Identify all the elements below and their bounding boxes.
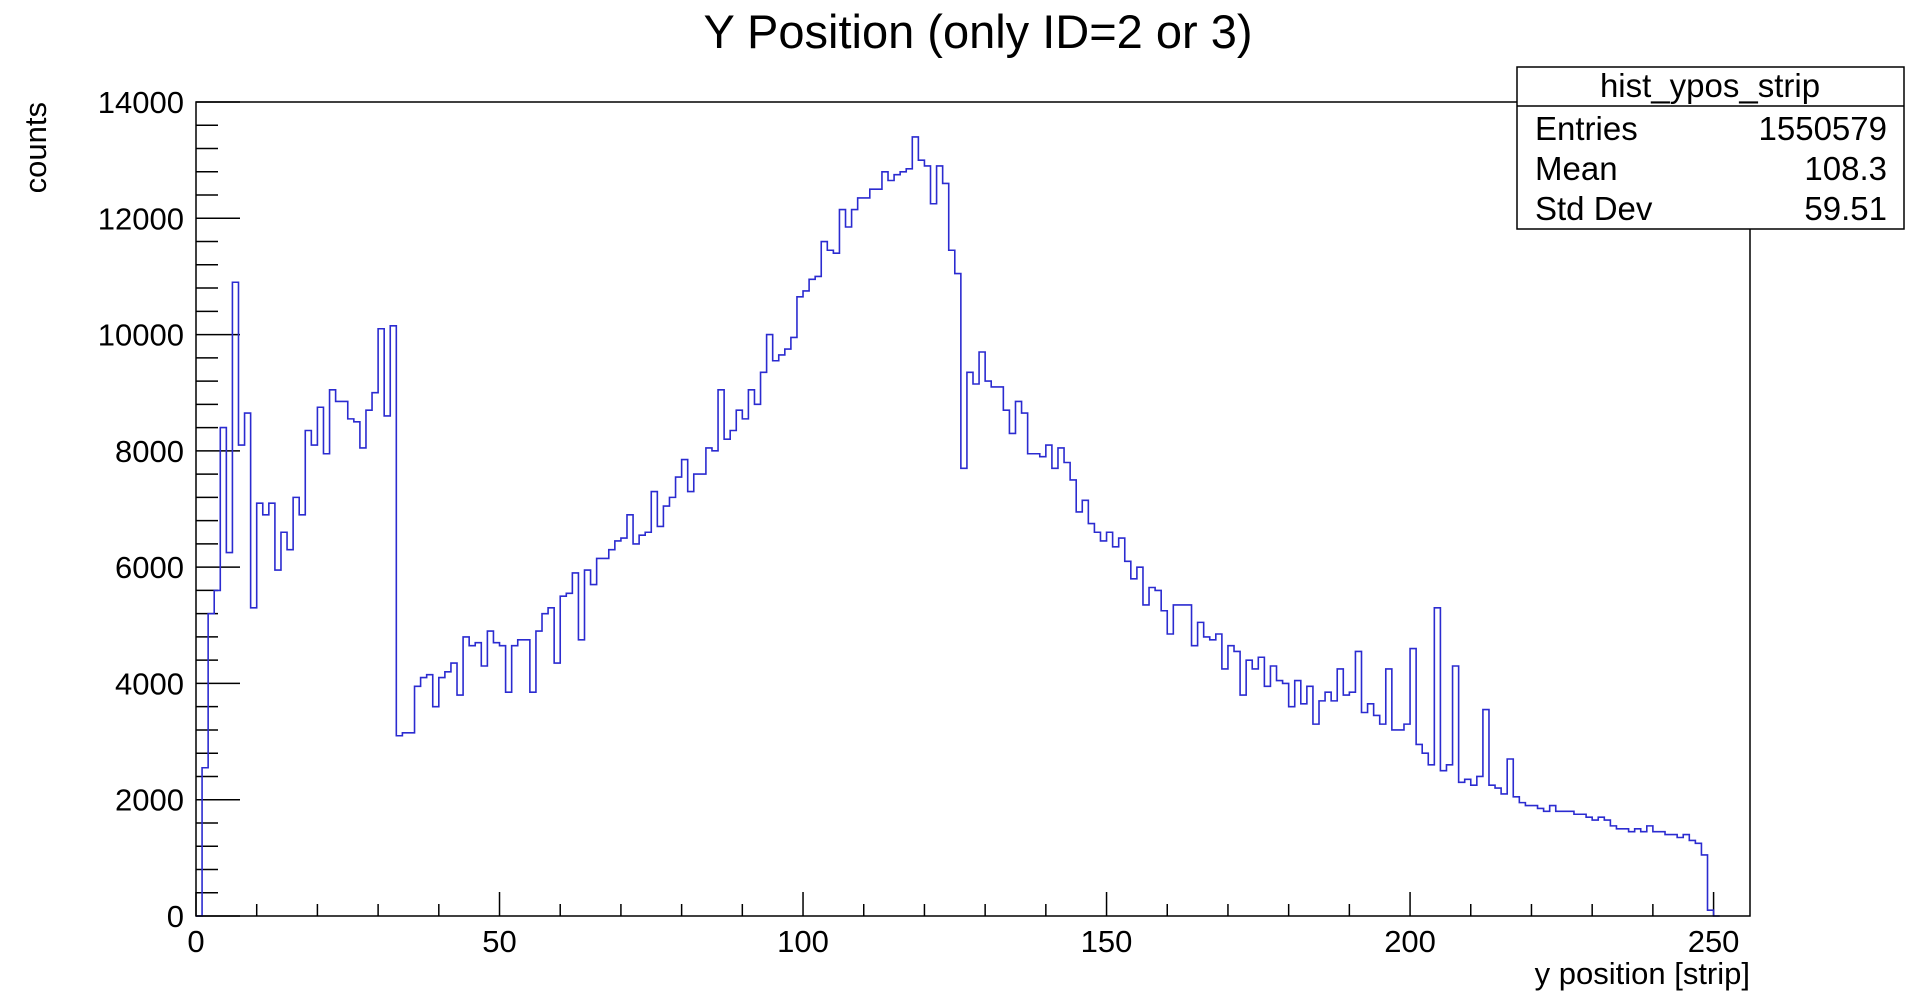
x-axis: 0 50 100 150 200 250 bbox=[187, 892, 1739, 959]
y-tick-label: 0 bbox=[167, 899, 184, 934]
chart-title: Y Position (only ID=2 or 3) bbox=[703, 5, 1252, 58]
stats-entries-value: 1550579 bbox=[1759, 110, 1887, 147]
stats-box-name: hist_ypos_strip bbox=[1600, 67, 1820, 104]
y-tick-label: 12000 bbox=[98, 201, 184, 236]
stats-mean-value: 108.3 bbox=[1804, 150, 1887, 187]
x-tick-label: 250 bbox=[1688, 924, 1740, 959]
stats-box: hist_ypos_strip Entries 1550579 Mean 108… bbox=[1516, 66, 1905, 230]
y-axis-title: counts bbox=[18, 102, 53, 193]
x-tick-label: 100 bbox=[777, 924, 829, 959]
x-tick-label: 150 bbox=[1081, 924, 1133, 959]
y-tick-label: 4000 bbox=[115, 666, 184, 701]
x-tick-label: 50 bbox=[482, 924, 516, 959]
y-tick-label: 10000 bbox=[98, 318, 184, 353]
stats-mean-label: Mean bbox=[1535, 150, 1618, 187]
stats-stddev-value: 59.51 bbox=[1804, 190, 1887, 227]
histogram-line bbox=[196, 136, 1720, 917]
y-axis: 0 2000 4000 6000 8000 10000 12000 14000 bbox=[98, 85, 240, 934]
y-tick-label: 6000 bbox=[115, 550, 184, 585]
x-tick-label: 0 bbox=[187, 924, 204, 959]
x-axis-title: y position [strip] bbox=[1535, 956, 1750, 991]
x-tick-label: 200 bbox=[1384, 924, 1436, 959]
plot-frame bbox=[195, 101, 1751, 917]
stats-entries-label: Entries bbox=[1535, 110, 1638, 147]
y-tick-label: 8000 bbox=[115, 434, 184, 469]
stats-stddev-label: Std Dev bbox=[1535, 190, 1653, 227]
y-tick-label: 14000 bbox=[98, 85, 184, 120]
y-tick-label: 2000 bbox=[115, 783, 184, 818]
